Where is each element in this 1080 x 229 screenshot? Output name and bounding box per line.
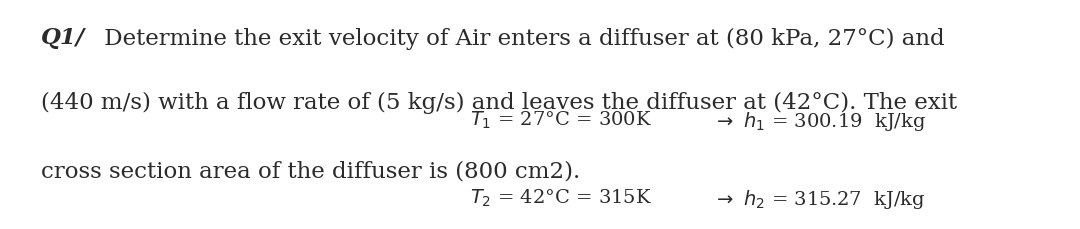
- Text: (440 m/s) with a flow rate of (5 kg/s) and leaves the diffuser at (42°C). The ex: (440 m/s) with a flow rate of (5 kg/s) a…: [41, 92, 957, 114]
- Text: $\rightarrow\ h_2$ = 315.27  kJ/kg: $\rightarrow\ h_2$ = 315.27 kJ/kg: [713, 188, 926, 211]
- Text: cross section area of the diffuser is (800 cm2).: cross section area of the diffuser is (8…: [41, 160, 580, 182]
- Text: $T_2$ = 42°C = 315K: $T_2$ = 42°C = 315K: [470, 188, 652, 209]
- Text: Determine the exit velocity of Air enters a diffuser at (80 kPa, 27°C) and: Determine the exit velocity of Air enter…: [97, 27, 945, 49]
- Text: $\rightarrow\ h_1$ = 300.19  kJ/kg: $\rightarrow\ h_1$ = 300.19 kJ/kg: [713, 110, 926, 133]
- Text: Q1/: Q1/: [41, 27, 85, 49]
- Text: $T_1$ = 27°C = 300K: $T_1$ = 27°C = 300K: [470, 110, 652, 131]
